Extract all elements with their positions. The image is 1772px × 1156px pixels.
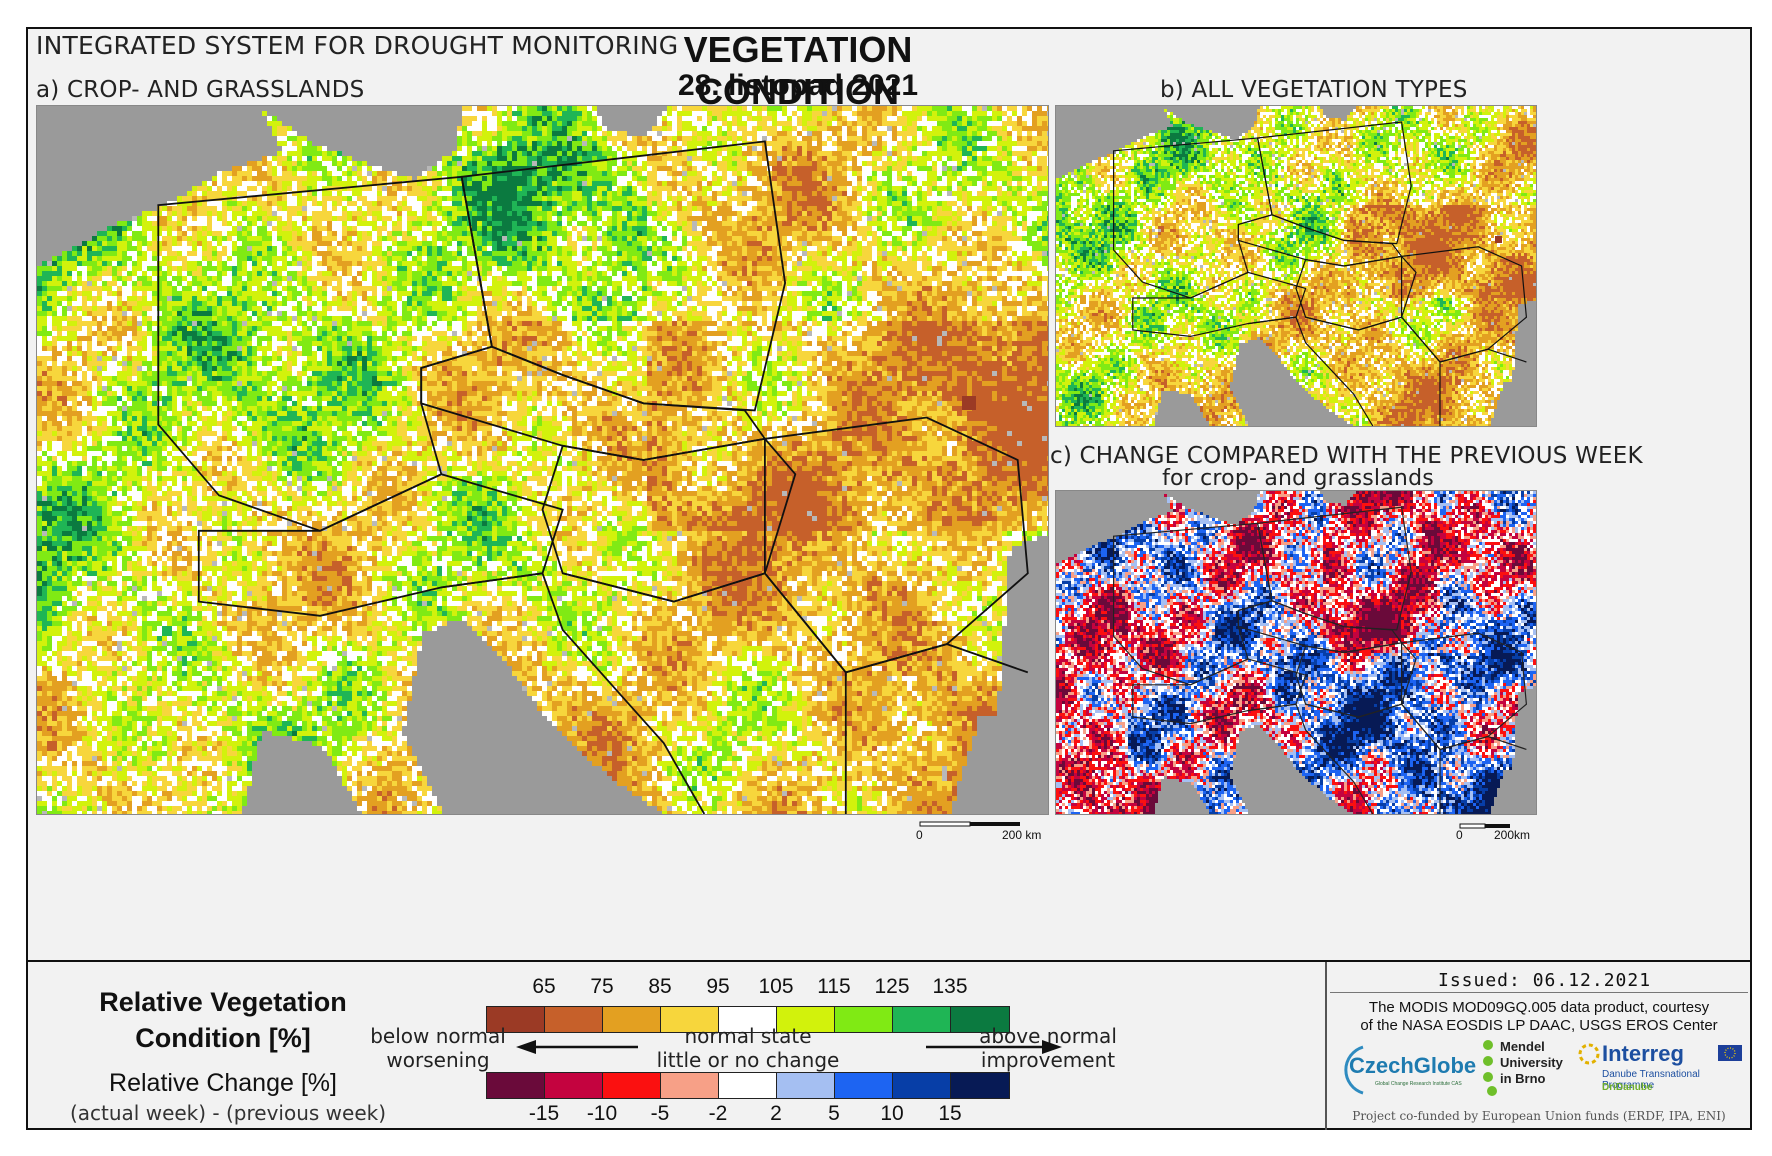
change-colorbar [486,1072,1010,1099]
map-all-vegetation [1055,105,1537,427]
legend-divider [28,960,1750,962]
map-b-marker [1495,236,1502,243]
issued-date: Issued: 06.12.2021 [1438,970,1651,991]
change-swatch-8 [951,1073,1009,1098]
change-tick-label: -2 [693,1102,743,1126]
czechglobe-sub: Global Change Research Institute CAS [1375,1081,1462,1087]
mendel-line-2: University [1500,1055,1563,1071]
condition-tick-label: 115 [809,975,859,999]
mendel-dots-icon [1480,1039,1498,1099]
scale-c-end: 200km [1494,828,1530,842]
figure-frame: INTEGRATED SYSTEM FOR DROUGHT MONITORING… [26,27,1752,1130]
issued-separator [1330,992,1748,993]
condition-swatch-1 [545,1007,603,1032]
change-swatch-2 [603,1073,661,1098]
map-b-canvas [1056,106,1536,426]
data-credit: The MODIS MOD09GQ.005 data product, cour… [1333,999,1745,1035]
change-swatch-4 [719,1073,777,1098]
legend-condition-title-2: Condition [%] [88,1023,358,1054]
legend-change-subtitle: (actual week) - (previous week) [68,1101,388,1125]
condition-tick-label: 135 [925,975,975,999]
change-tick-label: 10 [867,1102,917,1126]
arrow-right-icon [1042,1040,1062,1054]
change-swatch-1 [545,1073,603,1098]
condition-tick-label: 95 [693,975,743,999]
credit-line-1: The MODIS MOD09GQ.005 data product, cour… [1333,999,1745,1017]
change-tick-label: 5 [809,1102,859,1126]
funding-note: Project co-funded by European Union fund… [1333,1109,1745,1123]
change-tick-label: 15 [925,1102,975,1126]
condition-swatch-7 [893,1007,951,1032]
arrow-left-icon [516,1040,536,1054]
interreg-sub-2: DriDanube [1602,1082,1653,1093]
interreg-name: Interreg [1602,1041,1684,1067]
legend-condition-title-1: Relative Vegetation [88,987,358,1018]
change-swatch-7 [893,1073,951,1098]
map-crop-grasslands [36,105,1049,815]
condition-tick-label: 125 [867,975,917,999]
legend-arrows [514,1037,1084,1057]
panel-c-sublabel: for crop- and grasslands [1050,466,1546,491]
below-normal-line1: below normal [358,1024,518,1048]
eu-flag-icon [1718,1045,1742,1061]
czechglobe-logo: CzechGlobe Global Change Research Instit… [1333,1041,1478,1097]
panel-b-label: b) ALL VEGETATION TYPES [1160,77,1468,103]
page-date: 28. listopad 2021 [608,69,988,103]
condition-tick-label: 75 [577,975,627,999]
change-swatch-6 [835,1073,893,1098]
map-a-marker [962,396,976,410]
footer-divider [1325,962,1327,1130]
map-a-canvas [37,106,1048,814]
scale-a-end: 200 km [1002,828,1041,842]
interreg-swirl-icon [1576,1041,1602,1067]
change-swatch-0 [487,1073,545,1098]
below-normal-line2: worsening [358,1048,518,1072]
mendel-line-1: Mendel [1500,1039,1563,1055]
change-swatch-5 [777,1073,835,1098]
legend-change-title: Relative Change [%] [88,1069,358,1098]
change-tick-label: 2 [751,1102,801,1126]
mendel-logo: Mendel University in Brno [1480,1039,1570,1099]
change-tick-label: -5 [635,1102,685,1126]
mendel-line-3: in Brno [1500,1071,1563,1087]
change-tick-label: -15 [519,1102,569,1126]
legend-below-normal: below normal worsening [358,1024,518,1072]
system-name: INTEGRATED SYSTEM FOR DROUGHT MONITORING [36,31,678,60]
map-weekly-change [1055,490,1537,815]
mendel-text: Mendel University in Brno [1500,1039,1563,1087]
panel-a-label: a) CROP- AND GRASSLANDS [36,77,364,103]
scale-c-zero: 0 [1456,828,1463,842]
condition-tick-label: 105 [751,975,801,999]
map-c-canvas [1056,491,1536,814]
condition-tick-label: 65 [519,975,569,999]
interreg-logo: Interreg Danube Transnational Programme … [1576,1041,1746,1101]
change-swatch-3 [661,1073,719,1098]
scale-a-zero: 0 [916,828,923,842]
czechglobe-name: CzechGlobe [1349,1053,1476,1079]
change-tick-label: -10 [577,1102,627,1126]
condition-tick-label: 85 [635,975,685,999]
credit-line-2: of the NASA EOSDIS LP DAAC, USGS EROS Ce… [1333,1017,1745,1035]
